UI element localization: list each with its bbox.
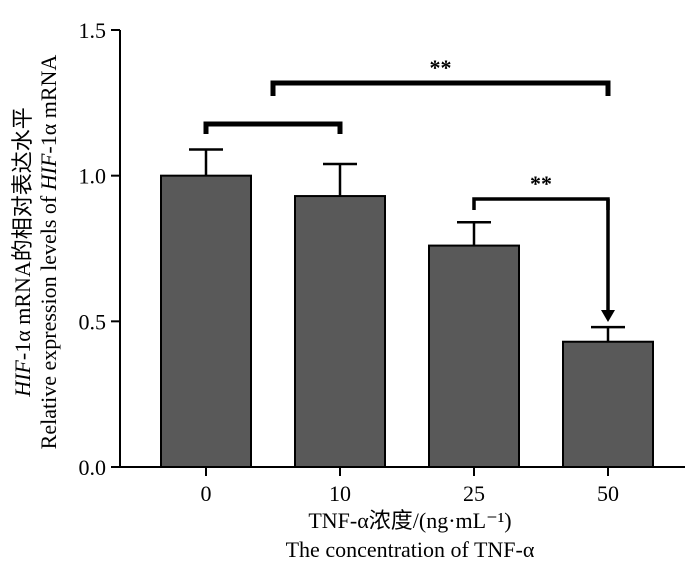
- bar-0: [160, 174, 252, 469]
- y-tick-label-1.0: 1.0: [79, 164, 107, 189]
- x-axis-title-cn: TNF-α浓度/(ng·mL⁻¹): [308, 508, 511, 533]
- significance-bracket-2: [270, 80, 611, 96]
- x-tick-label-0: 0: [201, 481, 212, 506]
- x-axis-title-en: The concentration of TNF-α: [286, 537, 535, 562]
- x-tick-label-50: 50: [597, 481, 619, 506]
- y-tick-label-0.0: 0.0: [79, 455, 107, 480]
- significance-bracket-3: [472, 197, 610, 210]
- y-axis-title-en-pre: Relative expression levels of: [36, 190, 61, 449]
- significance-label-3: **: [530, 171, 552, 196]
- y-tick-label-0.5: 0.5: [79, 309, 107, 334]
- y-axis-title-cn-gene: HIF: [10, 360, 35, 398]
- significance-arrowhead: [601, 310, 615, 322]
- y-axis-title-en-post: -1α mRNA: [36, 55, 61, 154]
- bar-50: [562, 340, 654, 468]
- y-axis-title-cn-rest: -1α mRNA的相对表达水平: [10, 107, 35, 360]
- y-axis-title-cn: HIF-1α mRNA的相对表达水平: [10, 107, 35, 398]
- significance-bracket-1: [203, 121, 343, 134]
- x-tick-label-25: 25: [463, 481, 485, 506]
- bar-10: [294, 195, 386, 468]
- significance-label-2: **: [430, 55, 452, 80]
- bar-25: [428, 244, 520, 468]
- plot-area: 0.0 0.5 1.0 1.5 0 10 25 50 ** **: [79, 18, 685, 506]
- y-axis-title-en: Relative expression levels of HIF-1α mRN…: [36, 55, 61, 450]
- y-tick-label-1.5: 1.5: [79, 18, 107, 43]
- x-tick-label-10: 10: [329, 481, 351, 506]
- y-axis-title: HIF-1α mRNA的相对表达水平 Relative expression l…: [10, 55, 61, 450]
- y-axis-title-en-gene: HIF: [36, 153, 61, 191]
